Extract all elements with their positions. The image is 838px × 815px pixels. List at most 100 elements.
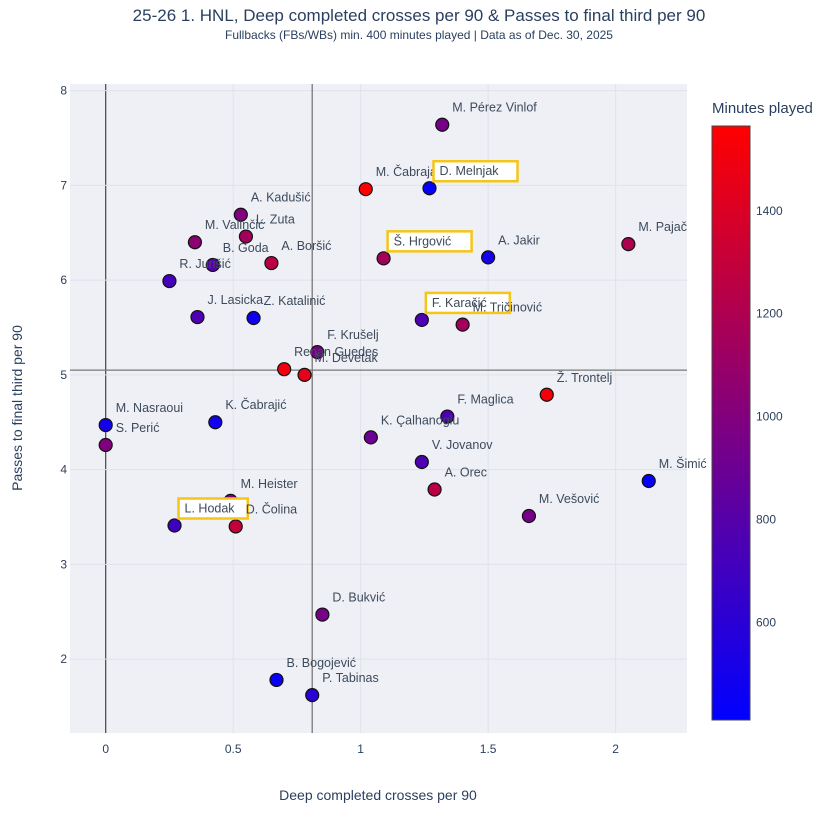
- colorbar-tick-label: 1400: [756, 204, 783, 218]
- point-label: A. Orec: [445, 466, 487, 480]
- data-point: [187, 235, 203, 250]
- x-axis-ticks: 0 0.5 1 1.5 2: [102, 742, 619, 756]
- highlight-box: [432, 159, 519, 183]
- point-label: J. Lasicka: [207, 293, 263, 307]
- data-point: [162, 273, 177, 289]
- data-point: [358, 182, 373, 197]
- point-label: P. Tabinas: [322, 671, 379, 685]
- x-tick-label: 2: [612, 742, 619, 756]
- point-label: M. Šimić: [659, 456, 707, 471]
- point-label: F. Karačić: [432, 296, 487, 310]
- data-point: [310, 345, 325, 360]
- point-label: F. Maglica: [457, 393, 513, 407]
- x-tick-label: 1: [357, 742, 364, 756]
- reference-lines: [70, 84, 687, 733]
- data-point: [246, 310, 261, 326]
- data-point: [167, 518, 182, 533]
- data-point: [455, 317, 470, 332]
- point-label: M. Heister: [241, 477, 298, 491]
- data-points: [98, 117, 656, 703]
- chart-subtitle: Fullbacks (FBs/WBs) min. 400 minutes pla…: [225, 28, 613, 42]
- colorbar-ticks: 600 800 1000 1200 1400: [756, 204, 783, 629]
- x-tick-label: 0: [102, 742, 109, 756]
- data-point: [190, 309, 205, 325]
- highlight-box: [177, 497, 249, 520]
- point-label: M. Pajač: [638, 220, 687, 234]
- colorbar-tick-label: 1000: [756, 410, 783, 424]
- point-label: L. Hodak: [185, 502, 236, 516]
- point-label: B. Bogojević: [287, 656, 356, 670]
- data-point: [269, 672, 284, 688]
- data-point: [539, 387, 554, 402]
- data-point: [435, 117, 450, 132]
- point-label: M. Valinčić: [205, 218, 265, 232]
- y-axis-ticks: 2 3 4 5 6 7 8: [60, 84, 67, 666]
- point-label: M. Tričinović: [473, 301, 542, 315]
- point-label: D. Melnjak: [439, 164, 499, 178]
- point-label: A. Kadušić: [251, 191, 311, 205]
- data-point: [305, 688, 320, 703]
- y-tick-label: 4: [60, 463, 67, 477]
- data-point: [440, 409, 455, 424]
- data-point: [98, 437, 113, 453]
- point-label: Z. Katalinić: [264, 294, 326, 308]
- data-point: [427, 482, 442, 497]
- data-point: [641, 473, 656, 489]
- data-point: [621, 237, 636, 252]
- plot-background: [70, 84, 687, 733]
- colorbar-tick-label: 800: [756, 512, 776, 526]
- point-label: D. Bukvić: [332, 591, 385, 605]
- point-label: Renan Guedes: [294, 345, 378, 359]
- data-point: [205, 257, 220, 273]
- y-tick-label: 2: [60, 652, 67, 666]
- y-tick-label: 7: [60, 178, 67, 192]
- x-tick-label: 1.5: [480, 742, 497, 756]
- data-point: [277, 362, 292, 377]
- data-point: [315, 607, 330, 622]
- point-label: A. Jakir: [498, 233, 540, 247]
- y-tick-label: 8: [60, 84, 67, 98]
- point-label: M. Vešović: [539, 492, 599, 506]
- data-point: [238, 229, 254, 244]
- x-axis-title: Deep completed crosses per 90: [279, 787, 477, 803]
- data-point: [297, 367, 312, 382]
- colorbar: [711, 125, 751, 721]
- point-label: M. Nasraoui: [116, 401, 183, 415]
- highlight-box: [424, 291, 512, 315]
- highlight-box: [386, 230, 473, 253]
- point-label: V. Jovanov: [432, 438, 493, 452]
- data-point: [376, 251, 391, 266]
- point-label: D. Čolina: [246, 501, 297, 516]
- data-point: [98, 417, 113, 433]
- point-label: Š. Hrgović: [394, 233, 452, 248]
- colorbar-tick-label: 600: [756, 615, 776, 629]
- data-point: [233, 207, 248, 222]
- data-point: [414, 312, 429, 328]
- data-point: [228, 519, 243, 534]
- point-label: M. Devetak: [315, 351, 379, 365]
- point-label: K. Čabrajić: [225, 397, 286, 412]
- chart-title: 25-26 1. HNL, Deep completed crosses per…: [132, 6, 706, 25]
- y-axis-title: Passes to final third per 90: [9, 325, 25, 491]
- data-point: [208, 415, 223, 430]
- point-label: K. Çalhanoglu: [381, 413, 460, 427]
- point-label: R. Jurišić: [179, 257, 230, 271]
- point-label: A. Boršić: [281, 239, 331, 253]
- x-tick-label: 0.5: [225, 742, 242, 756]
- data-point: [363, 430, 378, 445]
- data-point: [414, 454, 429, 470]
- y-tick-label: 3: [60, 557, 67, 571]
- colorbar-tick-label: 1200: [756, 307, 783, 321]
- grid: [70, 84, 687, 733]
- point-label: M. Pérez Vinlof: [452, 101, 537, 115]
- point-label: B. Goda: [223, 241, 269, 255]
- point-label: S. Perić: [116, 421, 160, 435]
- point-label: L. Zuta: [256, 213, 295, 227]
- data-point: [521, 508, 537, 524]
- point-label: M. Čabraja: [376, 164, 437, 179]
- point-label: F. Krušelj: [327, 328, 378, 342]
- data-point: [481, 250, 496, 265]
- y-tick-label: 6: [60, 273, 67, 287]
- data-point: [264, 255, 279, 271]
